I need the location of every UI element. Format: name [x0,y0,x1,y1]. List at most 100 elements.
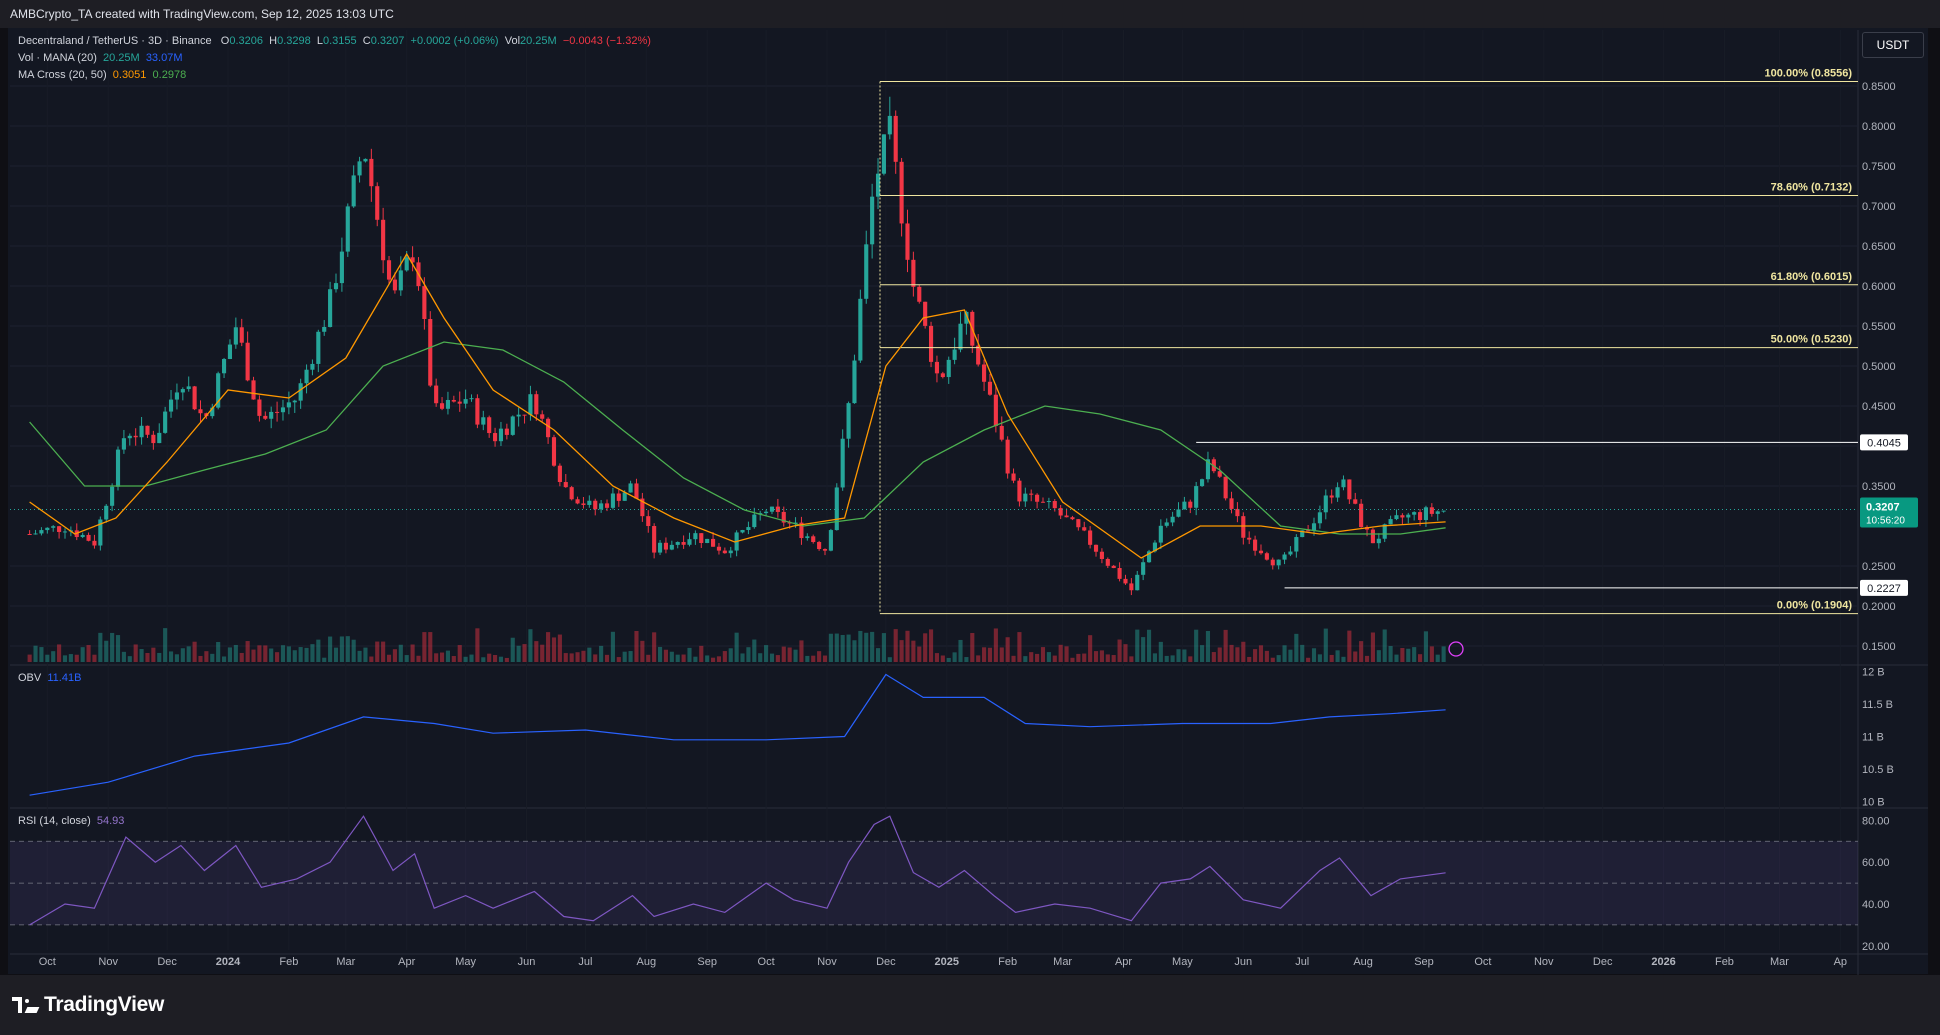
candle-body [917,286,922,302]
volume-bar [1258,645,1264,662]
candle-body [1146,551,1152,563]
volume-bar [1441,646,1446,662]
candle-body [522,414,527,416]
volume-bar [522,644,527,662]
volume-bar [239,652,244,662]
volume-bar [139,649,144,662]
volume-bar [546,632,551,662]
candles-layer [27,96,1446,596]
candle-body [104,505,109,520]
fib-level-label: 50.00% (0.5230) [1771,334,1853,346]
candle-body [640,498,645,517]
countdown-label: 10:56:20 [1866,515,1905,526]
candle-body [1093,544,1099,552]
volume-bar [657,646,663,662]
rsi-legend: RSI (14, close) 54.93 [18,815,125,827]
candle-body [1317,512,1322,524]
candle-body [1070,517,1075,520]
time-tick-label: 2024 [216,956,241,968]
volume-bar [1011,655,1016,662]
candle-body [893,115,898,162]
candle-body [469,398,474,400]
volume-bar [168,651,174,662]
candle-body [145,425,150,435]
volume-bar [463,656,468,662]
volume-bar [1253,649,1258,662]
volume-bar [663,649,668,662]
price-tick-label: 0.8000 [1862,121,1896,133]
volume-bar [822,655,828,662]
volume-bar [1276,655,1281,662]
volume-bar [1353,651,1358,662]
volume-bar [68,654,73,662]
candle-body [881,134,886,174]
volume-bar [528,629,533,662]
volume-bar [51,651,56,662]
volume-bar [911,640,916,662]
open-value: 0.3206 [229,35,264,47]
candle-body [746,527,751,530]
obv-tick-label: 10.5 B [1862,764,1894,776]
volume-bar [628,651,633,662]
volume-bar [758,653,763,662]
volume-bar [292,650,297,662]
candle-body [858,298,863,361]
volume-bar [180,648,185,662]
candle-body [1353,499,1358,504]
volume-bar [622,651,627,662]
volume-bar [940,655,945,662]
candle-body [127,435,132,439]
volume-bar [233,644,238,662]
candle-body [1205,459,1211,480]
candle-body [51,526,56,528]
volume-bar [487,653,492,662]
candle-body [1264,553,1269,560]
candle-body [80,534,85,538]
volume-bar [98,632,103,662]
volume-bar [946,657,951,662]
volume-bar [881,633,886,662]
time-tick-label: Dec [876,956,896,968]
candle-body [646,516,651,527]
volume-bar [1423,631,1429,662]
symbol-name: Decentraland / TetherUS · 3D · Binance [18,35,212,47]
volume-bar [422,632,427,662]
candle-body [292,400,297,403]
volume-bar [86,645,91,662]
volume-bar [1417,654,1423,662]
time-tick-label: Jul [578,956,592,968]
volume-bar [45,654,50,662]
candle-body [1005,439,1010,474]
candle-body [475,398,480,425]
volume-bar [887,657,892,662]
candle-body [210,407,215,417]
volume-bar [952,652,957,662]
candle-body [1117,568,1122,579]
candle-body [221,358,227,374]
candle-body [699,533,704,544]
tradingview-logo[interactable]: TradingView [12,993,164,1017]
candle-body [1064,515,1069,518]
volume-bar [275,652,280,662]
currency-button[interactable]: USDT [1862,32,1924,58]
candle-body [375,186,380,220]
chart-canvas[interactable]: 0.8500 0.8000 0.7500 0.7000 0.6500 0.6000 0.55… [0,0,1940,975]
candle-body [540,414,545,419]
volume-bar [1082,653,1087,662]
time-tick-label: Sep [697,956,717,968]
candle-body [316,331,321,364]
candle-body [999,425,1004,440]
volume-bar [204,651,209,662]
volume-bar [1429,646,1434,662]
candle-body [57,526,62,532]
candle-body [1394,515,1399,520]
candle-body [1058,508,1063,516]
candle-body [1129,583,1134,591]
candle-body [498,428,504,442]
candle-body [728,550,733,554]
candle-body [870,196,875,245]
candle-body [1017,480,1022,502]
time-tick-label: Apr [398,956,415,968]
candle-body [1076,519,1081,528]
candle-body [115,449,121,487]
